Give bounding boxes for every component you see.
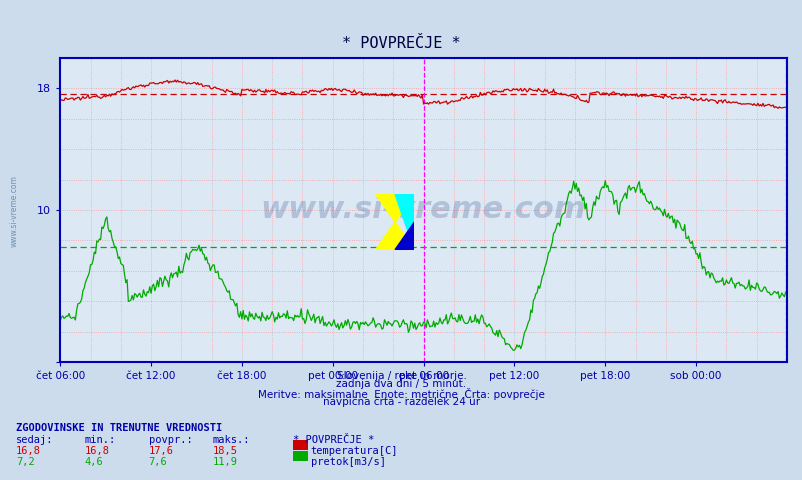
Text: 4,6: 4,6	[84, 457, 103, 468]
Text: 18,5: 18,5	[213, 446, 237, 456]
Text: 7,2: 7,2	[16, 457, 34, 468]
Text: pretok[m3/s]: pretok[m3/s]	[310, 457, 385, 468]
Text: navpična črta - razdelek 24 ur: navpična črta - razdelek 24 ur	[322, 396, 480, 407]
Text: www.si-vreme.com: www.si-vreme.com	[261, 195, 585, 225]
Bar	[293, 451, 307, 461]
Text: 7,6: 7,6	[148, 457, 167, 468]
Text: temperatura[C]: temperatura[C]	[310, 446, 398, 456]
Polygon shape	[395, 222, 414, 250]
Text: * POVPREČJE *: * POVPREČJE *	[293, 435, 374, 445]
Text: povpr.:: povpr.:	[148, 435, 192, 445]
Text: Slovenija / reke in morje.: Slovenija / reke in morje.	[336, 371, 466, 381]
Text: 11,9: 11,9	[213, 457, 237, 468]
Polygon shape	[395, 194, 414, 250]
Text: 16,8: 16,8	[16, 446, 41, 456]
Text: Meritve: maksimalne  Enote: metrične  Črta: povprečje: Meritve: maksimalne Enote: metrične Črta…	[257, 388, 545, 400]
Text: min.:: min.:	[84, 435, 115, 445]
Polygon shape	[375, 194, 414, 250]
Text: zadnja dva dni / 5 minut.: zadnja dva dni / 5 minut.	[336, 379, 466, 389]
Text: www.si-vreme.com: www.si-vreme.com	[10, 175, 18, 247]
Text: * POVPREČJE *: * POVPREČJE *	[342, 36, 460, 51]
Text: 17,6: 17,6	[148, 446, 173, 456]
Text: ZGODOVINSKE IN TRENUTNE VREDNOSTI: ZGODOVINSKE IN TRENUTNE VREDNOSTI	[16, 423, 222, 433]
Text: maks.:: maks.:	[213, 435, 250, 445]
Bar	[293, 440, 307, 450]
Text: 16,8: 16,8	[84, 446, 109, 456]
Text: sedaj:: sedaj:	[16, 435, 54, 445]
